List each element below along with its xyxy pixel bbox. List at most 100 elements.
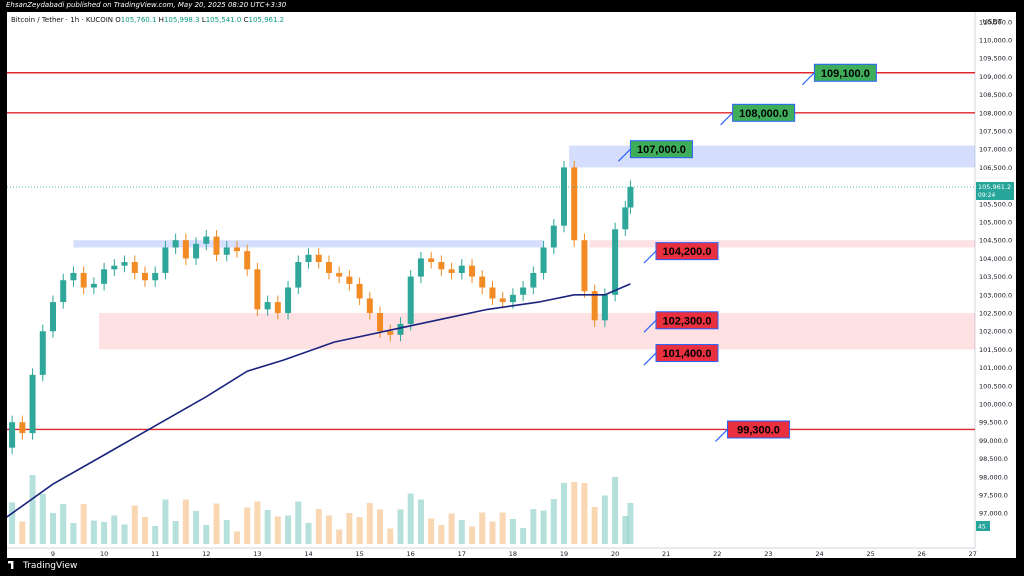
volume-bar [366, 503, 373, 544]
volume-bar [60, 504, 67, 544]
price-tick-label: 98,000.0 [979, 473, 1008, 481]
annotation-pointer [801, 72, 815, 86]
annotation-pointer [643, 250, 657, 264]
annotation-text: 108,000.0 [739, 108, 788, 120]
candle-body [213, 236, 220, 255]
volume-bar [141, 517, 148, 544]
volume-bar [152, 526, 159, 544]
candle-body [612, 229, 619, 295]
chart-canvas[interactable]: 97,000.0 97,500.0 98,000.0 98,500.0 99,000.0… [7, 12, 1016, 558]
candle-body [489, 287, 496, 299]
price-tick-label: 100,500.0 [979, 382, 1012, 390]
symbol-legend[interactable]: Bitcoin / Tether · 1h · KUCOIN O105,760.… [11, 16, 284, 24]
volume-bar [162, 499, 169, 544]
volume-bar [70, 523, 77, 544]
price-tick-label: 109,500.0 [979, 55, 1012, 63]
last-price-value: 105,961.2 [978, 183, 1011, 191]
candle-body [601, 294, 608, 321]
volume-bar [346, 513, 353, 544]
candle-body [448, 269, 455, 273]
chart-area[interactable]: 97,000.0 97,500.0 98,000.0 98,500.0 99,000.0… [7, 12, 1016, 558]
candle-body [285, 287, 292, 313]
footer-bar: TradingView [0, 558, 1024, 576]
volume-bar [530, 509, 537, 544]
time-tick-label: 21 [662, 550, 670, 558]
volume-bar [601, 495, 608, 544]
price-tick-label: 98,500.0 [979, 455, 1008, 463]
candle-body [19, 422, 26, 434]
zone-rectangle [73, 240, 544, 248]
price-tick-label: 108,500.0 [979, 91, 1012, 99]
currency-label[interactable]: USDT [982, 18, 1002, 26]
candle-body [336, 272, 343, 277]
time-tick-label: 13 [253, 550, 261, 558]
annotation-box [732, 103, 796, 122]
candle-body [9, 422, 16, 448]
volume-bar [571, 482, 578, 544]
annotation-text: 107,000.0 [637, 144, 686, 156]
candle-body [233, 247, 240, 252]
price-tick-label: 103,000.0 [979, 291, 1012, 299]
candle-body [264, 302, 271, 310]
candle-body [315, 254, 322, 263]
volume-bar [387, 528, 394, 544]
annotation-pointer [720, 112, 734, 126]
candle-body [438, 262, 445, 270]
candle-body [520, 287, 527, 295]
volume-bar [29, 475, 36, 544]
price-tick-label: 101,500.0 [979, 346, 1012, 354]
symbol-name: Bitcoin / Tether · 1h · KUCOIN [11, 16, 114, 24]
candle-body [305, 254, 312, 263]
price-tick-label: 102,500.0 [979, 310, 1012, 318]
candle-body [550, 225, 557, 248]
candle-body [131, 262, 138, 273]
candle-body [469, 265, 476, 277]
time-tick-label: 23 [764, 550, 772, 558]
candle-body [50, 302, 56, 332]
candle-body [356, 283, 363, 299]
candle-body [274, 302, 281, 313]
price-tick-label: 107,500.0 [979, 128, 1012, 136]
volume-bar [428, 518, 435, 544]
price-tick-label: 109,000.0 [979, 73, 1012, 81]
volume-tag-value: 45 [978, 524, 986, 531]
time-tick-label: 26 [918, 550, 926, 558]
candle-body [458, 265, 465, 273]
volume-bar [39, 494, 46, 544]
candle-body [90, 283, 97, 288]
volume-bar [264, 510, 271, 544]
candle-body [428, 258, 435, 263]
time-tick-label: 12 [202, 550, 210, 558]
annotation-text: 101,400.0 [663, 348, 712, 360]
last-price-countdown: 09:24 [978, 192, 995, 199]
volume-bar [254, 501, 261, 544]
price-tick-label: 99,000.0 [979, 437, 1008, 445]
volume-bar [101, 522, 108, 544]
publisher-caption: EhsanZeydabadi published on TradingView.… [6, 1, 287, 9]
price-tick-label: 105,500.0 [979, 200, 1012, 208]
candle-body [152, 272, 159, 281]
annotation-text: 102,300.0 [663, 315, 712, 327]
volume-bar [223, 520, 230, 544]
volume-bar [111, 515, 118, 544]
ohlc-close: 105,961.2 [248, 16, 285, 24]
price-tick-label: 110,000.0 [979, 37, 1012, 45]
volume-bar [50, 513, 56, 544]
candle-body [581, 240, 588, 292]
volume-bar [627, 502, 634, 544]
volume-bar [458, 520, 465, 544]
tradingview-logo[interactable]: TradingView [8, 561, 77, 571]
volume-bar [315, 509, 322, 544]
zone-rectangle [98, 313, 976, 350]
candle-body [591, 291, 598, 321]
volume-bar [407, 493, 414, 544]
annotation-text: 99,300.0 [737, 424, 780, 436]
tradingview-logo-icon [8, 561, 14, 569]
brand-name: TradingView [23, 561, 78, 571]
candle-body [29, 374, 36, 434]
annotation-box [655, 311, 719, 330]
volume-bar [244, 507, 251, 544]
price-tick-label: 104,500.0 [979, 237, 1012, 245]
time-tick-label: 14 [304, 550, 312, 558]
